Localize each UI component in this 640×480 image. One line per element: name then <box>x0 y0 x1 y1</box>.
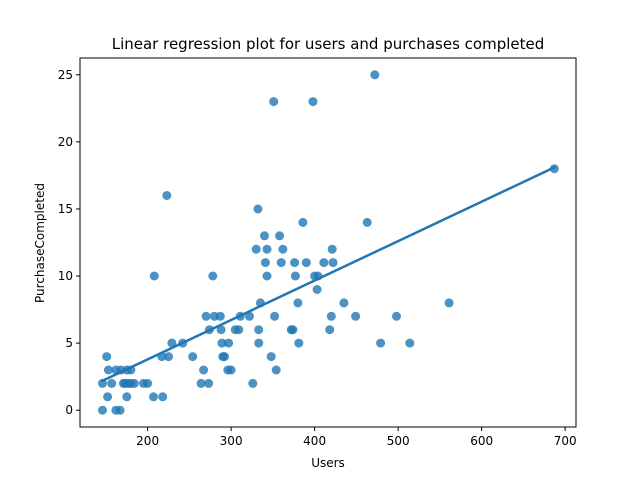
plot-area <box>79 57 577 428</box>
data-point <box>301 258 311 268</box>
data-point <box>288 325 298 335</box>
data-point <box>129 378 139 388</box>
data-point <box>217 338 227 348</box>
y-tick-label: 15 <box>58 202 73 216</box>
y-tick-label: 5 <box>65 336 73 350</box>
x-tick-label: 400 <box>303 434 326 448</box>
data-point <box>167 338 177 348</box>
y-tick-label: 0 <box>65 403 73 417</box>
data-point <box>262 271 272 281</box>
data-point <box>326 311 336 321</box>
data-point <box>260 258 270 268</box>
x-tick-label: 700 <box>554 434 577 448</box>
data-point <box>293 298 303 308</box>
data-point <box>290 271 300 281</box>
x-tick-label: 600 <box>470 434 493 448</box>
data-point <box>234 325 244 335</box>
data-point <box>201 311 211 321</box>
data-point <box>251 244 261 254</box>
data-point <box>149 271 159 281</box>
y-tick-label: 25 <box>58 68 73 82</box>
data-point <box>260 231 269 241</box>
x-axis-ticks: 200 300 400 500 600 700 <box>136 427 577 448</box>
data-point <box>226 365 236 375</box>
data-point <box>290 258 300 268</box>
data-point <box>216 325 226 335</box>
data-point <box>115 405 125 415</box>
data-point <box>253 204 263 214</box>
data-point <box>158 392 168 402</box>
data-point <box>266 352 276 362</box>
data-point <box>102 352 112 362</box>
data-point <box>224 338 234 348</box>
data-point <box>162 191 172 200</box>
data-point <box>351 311 361 321</box>
data-point <box>339 298 349 308</box>
data-point <box>248 378 258 388</box>
data-point <box>245 311 254 321</box>
data-point <box>444 298 454 308</box>
chart-title: Linear regression plot for users and pur… <box>112 35 545 53</box>
data-point <box>269 97 279 107</box>
data-points <box>98 70 559 415</box>
data-point <box>254 338 264 348</box>
data-point <box>98 405 107 415</box>
data-point <box>215 311 225 321</box>
data-point <box>376 338 386 348</box>
data-point <box>312 285 322 294</box>
data-point <box>122 392 132 402</box>
x-tick-label: 200 <box>136 434 159 448</box>
data-point <box>103 365 113 375</box>
data-point <box>278 244 288 254</box>
data-point <box>325 325 335 335</box>
y-tick-label: 20 <box>58 135 73 149</box>
data-point <box>298 217 308 227</box>
data-point <box>143 378 153 388</box>
data-point <box>294 338 304 348</box>
data-point <box>188 352 198 362</box>
data-point <box>308 97 318 107</box>
data-point <box>220 352 229 362</box>
data-point <box>254 325 264 335</box>
data-point <box>328 258 338 268</box>
x-tick-label: 500 <box>387 434 410 448</box>
y-axis-label: PurchaseCompleted <box>33 183 47 303</box>
data-point <box>362 217 372 227</box>
data-point <box>196 378 206 388</box>
x-tick-label: 300 <box>220 434 243 448</box>
data-point <box>107 378 117 388</box>
data-point <box>204 378 214 388</box>
regression-line <box>100 165 556 383</box>
data-point <box>276 258 286 268</box>
plot-frame <box>79 57 577 428</box>
data-point <box>370 70 380 80</box>
data-point <box>392 311 401 321</box>
data-point <box>275 231 285 241</box>
data-point <box>103 392 113 402</box>
data-point <box>208 271 218 281</box>
data-point <box>199 365 209 375</box>
data-point <box>149 392 158 402</box>
y-tick-label: 10 <box>58 269 73 283</box>
data-point <box>164 352 173 362</box>
data-point <box>405 338 415 348</box>
data-point <box>271 365 281 375</box>
x-axis-label: Users <box>311 456 345 470</box>
y-axis-ticks: 0 5 10 15 20 25 <box>58 68 80 417</box>
data-point <box>98 378 107 388</box>
data-point <box>270 311 280 321</box>
data-point <box>327 244 337 254</box>
data-point <box>319 258 329 268</box>
data-point <box>262 244 272 254</box>
